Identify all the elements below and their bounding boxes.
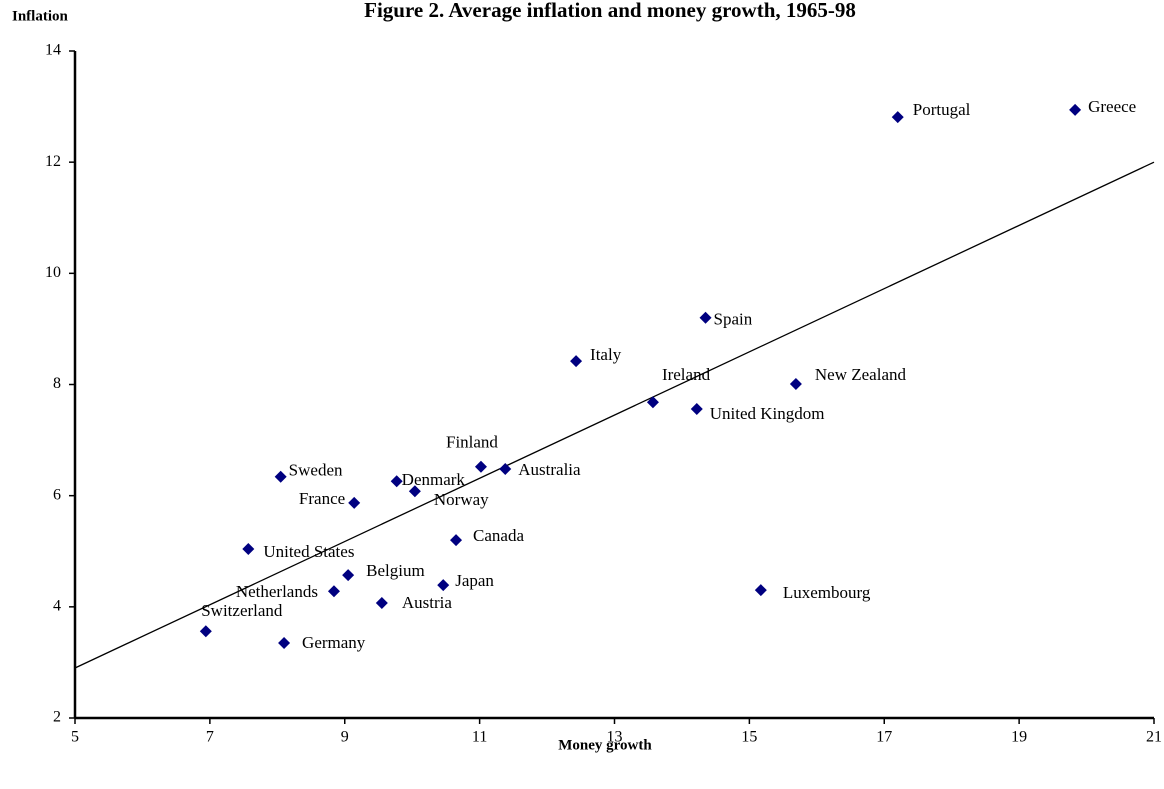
y-tick-label: 10 (45, 264, 61, 281)
point-label: Netherlands (236, 582, 318, 601)
x-tick-label: 13 (607, 729, 623, 746)
point-label: Norway (434, 490, 489, 509)
point (699, 311, 712, 324)
y-tick-label: 6 (53, 486, 61, 503)
point-label: Belgium (366, 561, 425, 580)
x-tick-label: 17 (876, 729, 892, 746)
point (891, 111, 904, 124)
point (437, 579, 450, 592)
point (474, 460, 487, 473)
y-tick-label: 4 (53, 598, 61, 615)
point-label: Canada (473, 526, 524, 545)
point (754, 584, 767, 597)
point (278, 636, 291, 649)
x-tick-label: 9 (341, 729, 349, 746)
point (570, 355, 583, 368)
point-label: Finland (446, 433, 498, 452)
point-label: Denmark (402, 470, 466, 489)
point-label: United Kingdom (710, 404, 825, 423)
point (242, 543, 255, 556)
chart-title: Figure 2. Average inflation and money gr… (364, 0, 856, 22)
point-label: Australia (518, 460, 581, 479)
x-axis-label: Money growth (558, 737, 652, 753)
point (199, 625, 212, 638)
point-label: France (299, 489, 345, 508)
point-label: Switzerland (201, 601, 283, 620)
point (1069, 103, 1082, 116)
point (348, 496, 361, 509)
point (499, 462, 512, 475)
x-tick-label: 5 (71, 729, 79, 746)
point-label: Japan (455, 571, 494, 590)
x-tick-label: 15 (741, 729, 757, 746)
point-label: Spain (714, 310, 753, 329)
point (375, 596, 388, 609)
y-tick-label: 2 (53, 709, 61, 726)
point (646, 396, 659, 409)
point-label: Ireland (662, 365, 711, 384)
point-label: Luxembourg (783, 583, 871, 602)
y-axis-label: Inflation (12, 8, 69, 24)
y-tick-label: 12 (45, 153, 61, 170)
x-tick-label: 11 (472, 729, 487, 746)
y-tick-label: 8 (53, 375, 61, 392)
trend-line (74, 161, 1155, 669)
x-tick-label: 19 (1011, 729, 1027, 746)
point-label: Greece (1088, 97, 1136, 116)
point-label: United States (263, 542, 354, 561)
point-label: New Zealand (815, 365, 907, 384)
point (390, 475, 403, 488)
point-label: Germany (302, 633, 366, 652)
y-tick-label: 14 (45, 42, 61, 59)
point (408, 485, 421, 498)
point (327, 585, 340, 598)
point-label: Portugal (913, 100, 971, 119)
point (342, 569, 355, 582)
point-label: Italy (590, 345, 622, 364)
point (690, 402, 703, 415)
x-tick-label: 21 (1146, 729, 1162, 746)
point (789, 377, 802, 390)
x-tick-label: 7 (206, 729, 214, 746)
point (274, 470, 287, 483)
point-label: Austria (402, 593, 453, 612)
point-label: Sweden (289, 461, 343, 480)
point (450, 534, 463, 547)
